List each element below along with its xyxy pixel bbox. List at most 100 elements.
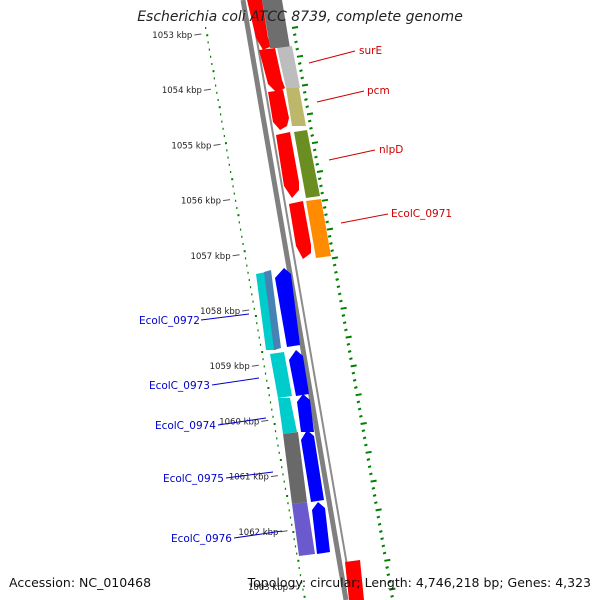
gc-tick <box>382 551 387 555</box>
gene-arrow-forward[interactable] <box>259 48 285 93</box>
ruler-tick <box>242 309 250 312</box>
gene-label-nlpD[interactable]: nlpD <box>379 144 403 156</box>
gc-tick <box>309 126 313 130</box>
gene-arrow-forward[interactable] <box>268 90 289 130</box>
gene-label-EcolC_0971[interactable]: EcolC_0971 <box>391 208 452 220</box>
gene-color-track <box>262 0 331 258</box>
ruler-tick <box>280 530 288 533</box>
gene-block-cyan[interactable] <box>270 352 292 398</box>
gc-tick <box>389 587 396 591</box>
gc-tick <box>372 494 377 497</box>
gc-tick <box>329 242 333 245</box>
gene-block-silver[interactable] <box>277 46 300 88</box>
ruler-label: 1061 kbp <box>229 473 269 483</box>
gc-tick <box>341 314 346 317</box>
gc-tick <box>315 162 320 166</box>
topology-text: Topology: circular; Length: 4,746,218 bp… <box>247 575 591 590</box>
gc-tick <box>376 515 381 519</box>
gc-tick <box>321 198 329 202</box>
gc-tick <box>319 184 323 188</box>
gene-label-EcolC_0973[interactable]: EcolC_0973 <box>149 380 210 392</box>
gene-arrow-reverse[interactable] <box>312 502 330 554</box>
gc-tick <box>347 350 352 353</box>
gene-label-EcolC_0974[interactable]: EcolC_0974 <box>155 420 216 432</box>
gc-tick <box>379 530 383 533</box>
gc-tick <box>314 155 318 159</box>
gc-tick <box>330 249 334 253</box>
gc-tick <box>357 407 362 411</box>
gene-label-EcolC_0976[interactable]: EcolC_0976 <box>171 533 232 545</box>
ruler-label: 1054 kbp <box>162 86 202 96</box>
gene-arrow-forward[interactable] <box>276 132 299 198</box>
forward-labels: surE pcm nlpD EcolC_0971 <box>308 45 452 224</box>
gc-tick <box>294 40 298 44</box>
gc-tick <box>301 83 309 87</box>
gc-tick <box>371 486 376 490</box>
gene-block-cyan[interactable] <box>256 272 276 350</box>
gc-tick <box>355 393 362 397</box>
gene-block-orange[interactable] <box>306 199 331 258</box>
gc-tick <box>337 292 342 296</box>
gc-tick <box>367 465 372 469</box>
gene-block-gray[interactable] <box>262 0 290 48</box>
gc-tick <box>349 357 353 361</box>
ruler-tick <box>270 475 278 478</box>
backbone-line-inner <box>249 0 354 600</box>
gc-tick <box>331 256 339 260</box>
gc-tick <box>374 501 378 505</box>
gene-label-EcolC_0975[interactable]: EcolC_0975 <box>163 473 224 485</box>
gc-tick <box>312 148 317 152</box>
ruler-label: 1057 kbp <box>191 252 231 262</box>
gc-tick <box>377 522 382 526</box>
gc-tick <box>336 285 341 289</box>
gc-tick <box>354 386 358 389</box>
gene-block-dimgray[interactable] <box>283 432 307 504</box>
gc-tick <box>291 26 299 29</box>
gc-tick <box>299 69 303 73</box>
gene-label-pcm[interactable]: pcm <box>367 85 390 97</box>
gc-tick <box>306 112 314 116</box>
forward-gene-track <box>247 0 364 600</box>
gene-arrow-reverse[interactable] <box>301 430 324 502</box>
gene-block-cyan[interactable] <box>278 398 297 434</box>
gc-tick <box>359 414 363 418</box>
ruler-label: 1062 kbp <box>238 528 278 538</box>
gc-tick <box>351 371 356 375</box>
gene-arrow-reverse[interactable] <box>297 394 314 432</box>
gc-tick <box>335 278 339 281</box>
ruler-tick <box>194 33 202 36</box>
gc-tick <box>369 472 373 476</box>
gene-arrow-reverse[interactable] <box>275 268 300 347</box>
gc-tick <box>324 213 328 217</box>
gene-label-EcolC_0972[interactable]: EcolC_0972 <box>139 315 200 327</box>
gene-label-surE[interactable]: surE <box>359 45 382 57</box>
gene-arrow-forward[interactable] <box>247 0 272 50</box>
gc-tick <box>385 566 389 569</box>
gene-arrow-reverse[interactable] <box>289 350 309 396</box>
gc-tick <box>320 191 325 195</box>
gene-arrow-forward[interactable] <box>289 201 311 259</box>
ruler-label: 1053 kbp <box>152 31 192 41</box>
gc-tick <box>300 76 305 80</box>
gc-tick <box>380 537 384 541</box>
gene-block-steelblue[interactable] <box>264 270 281 350</box>
gene-block-khaki[interactable] <box>286 88 306 126</box>
gc-tick <box>364 443 368 447</box>
gene-arrow-forward[interactable] <box>345 560 364 600</box>
gc-tick <box>361 429 366 433</box>
gc-track-left <box>205 27 306 598</box>
gene-block-olive[interactable] <box>294 130 320 198</box>
gc-tick <box>310 134 315 137</box>
gc-tick <box>350 364 357 368</box>
gene-block-slateblue[interactable] <box>292 502 315 556</box>
gc-tick <box>387 580 392 584</box>
reverse-labels: EcolC_0972 EcolC_0973 EcolC_0974 EcolC_0… <box>139 313 283 545</box>
gc-track-right <box>291 26 396 598</box>
ruler-tick <box>222 199 231 202</box>
gc-tick <box>381 544 386 548</box>
gc-tick <box>339 299 343 303</box>
gc-tick <box>356 400 361 404</box>
gc-tick <box>362 436 367 440</box>
ruler-tick <box>232 254 240 257</box>
gc-tick <box>307 119 312 123</box>
